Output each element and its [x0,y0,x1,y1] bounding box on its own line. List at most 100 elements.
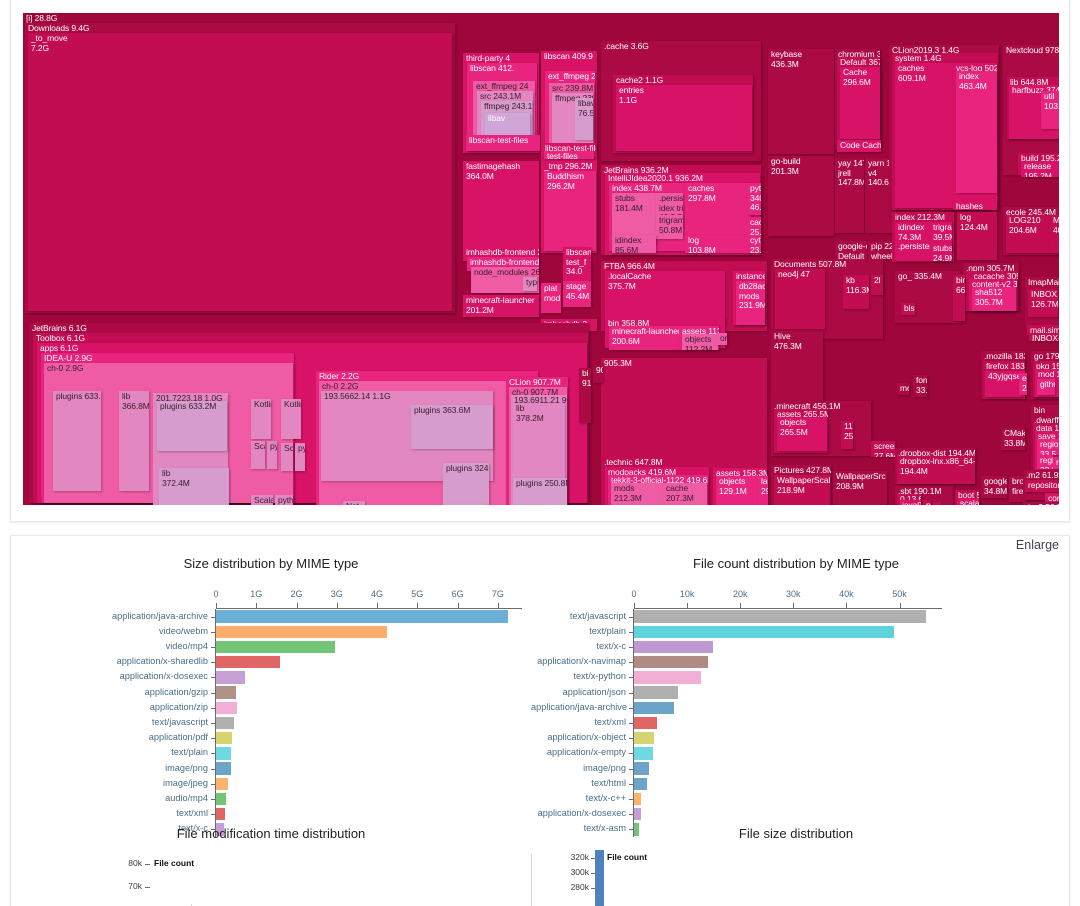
treemap-cell[interactable]: py [267,441,277,469]
treemap-cell[interactable]: Kotlin [281,399,301,439]
treemap-cell[interactable]: google-chr Default [835,241,867,259]
bar[interactable] [216,807,225,821]
treemap-cell[interactable]: e 2 [1019,373,1027,395]
treemap-cell[interactable]: objects 112.2M [682,334,718,350]
treemap-cell[interactable]: bi 91 [579,368,591,423]
treemap-cell[interactable]: util 103. [1041,91,1059,129]
treemap-cell[interactable]: regio 33.3 [1037,455,1053,469]
treemap-cell[interactable]: minecraft-launcher 200.6M [609,326,679,350]
bar[interactable] [216,640,335,654]
treemap-cell[interactable]: release 195.2M [1021,161,1059,177]
bar[interactable] [634,807,641,821]
treemap-cell[interactable]: Scala 6 [251,495,273,505]
treemap-cell[interactable]: pip 22 wheel [868,241,893,259]
treemap-cell[interactable]: caches 297.8M [685,183,751,235]
treemap-cell[interactable]: minecraft-launcher 201.2M [463,295,539,317]
treemap-cell[interactable]: scala- 2. [957,498,979,505]
treemap-cell[interactable]: bin 66.1 [953,275,965,321]
bar[interactable] [634,716,658,730]
bar[interactable] [634,610,927,623]
treemap-cell[interactable]: py [295,443,305,471]
treemap-cell[interactable]: libscan-t test_f 34.0 [563,247,591,281]
treemap-cell[interactable]: lib 372.4M [159,468,229,505]
treemap-cell[interactable]: libav 76.5 [575,98,593,140]
treemap-cell[interactable]: plugins 633.2M [157,401,227,451]
treemap-cell[interactable]: cytho 23.9 [747,235,761,253]
treemap-cell[interactable]: Kotlin 1 [251,399,271,439]
treemap-cell[interactable]: typ [523,277,537,291]
treemap-cell[interactable]: vc [933,502,941,505]
treemap-cell[interactable]: neo4j 47 [775,269,825,329]
treemap-cell[interactable]: log 124.4M [957,212,997,260]
treemap-cell[interactable]: log 103.8M [685,235,751,253]
size-distribution-chart[interactable]: Size distribution by MIME type 0 1G 2G 3G 4G 5… [11,556,531,837]
bar[interactable] [634,747,654,760]
bar[interactable] [634,731,654,745]
bar[interactable] [216,655,280,669]
bar[interactable] [216,747,232,760]
bar[interactable] [634,823,639,836]
treemap-cell[interactable]: go-build 201.3M [768,156,834,236]
treemap-cell[interactable]: google-c 34.8M [981,476,1007,498]
bar[interactable] [634,777,647,791]
treemap-cell[interactable]: kb 116.3M [843,275,869,309]
treemap-cell[interactable]: objects 265.5M [777,417,827,451]
treemap-cell[interactable]: INBOX-1.sbd [1029,333,1059,341]
treemap-cell[interactable]: yay 147. jrell 147.8M [835,158,864,233]
treemap-cell[interactable]: blst [901,303,915,315]
treemap-cell[interactable]: pyth 340 46. [747,183,761,215]
treemap-cell[interactable]: stubs 24.9M [930,243,952,261]
treemap-cell[interactable]: entries 1.1G [616,85,752,151]
treemap-cell[interactable]: libscan-test-files [466,135,540,151]
treemap-cell[interactable]: dropbox-lnx.x86_64-72.4.136 194.4M [897,456,975,484]
treemap-cell[interactable]: pl [923,500,931,505]
treemap-cell[interactable]: mo [897,383,909,395]
bar[interactable] [216,716,235,730]
treemap-cell[interactable]: go_ 335.4M [895,271,961,323]
treemap-cell[interactable]: plugins 633.6M [53,391,101,491]
treemap-cell[interactable]: idindex 85.6M [612,235,656,253]
treemap-cell[interactable]: 905.3M [601,358,767,458]
treemap-cell[interactable]: lib 366.8M [119,391,149,491]
treemap-cell[interactable]: fastimagehash 364.0M [463,161,539,247]
treemap-cell[interactable]: stage 45.4M [563,281,591,307]
bar[interactable] [216,762,231,775]
treemap-cell[interactable]: trigram.u 50.8M [656,215,683,239]
enlarge-charts-button[interactable]: Enlarge [1015,538,1059,552]
treemap-cell[interactable]: WallpaperSrc 208.9M [833,471,887,505]
treemap-cell[interactable]: caches 609.1M [895,63,953,208]
bar[interactable] [634,655,708,669]
bar[interactable] [216,610,508,623]
treemap-cell[interactable]: MA 40. [1050,215,1059,253]
treemap-cell[interactable]: objects 129.1M [716,476,758,505]
bar[interactable] [634,640,713,654]
treemap-cell[interactable]: java9-rt- 68.1M [899,500,921,505]
treemap-cell[interactable]: test-files [544,151,594,159]
bar[interactable] [634,792,642,806]
treemap-cell[interactable]: 2l [871,275,883,295]
file-count-distribution-chart[interactable]: File count distribution by MIME type 0 10k… [531,556,1061,837]
treemap-cell[interactable]: githu [1037,379,1055,395]
bar[interactable] [634,625,895,639]
bar[interactable] [216,625,387,639]
treemap-cell[interactable]: CMak 33.8M [1001,428,1025,450]
bar[interactable] [634,762,649,775]
treemap-cell[interactable]: Code Cache 70. [837,140,881,152]
bar[interactable] [216,792,227,806]
treemap-cell[interactable]: fon 33. [913,375,927,397]
bar[interactable] [216,701,237,715]
treemap-cell[interactable]: 11 25 [841,421,853,449]
treemap-cell[interactable]: LOG210 204.6M [1006,215,1050,253]
treemap-cell[interactable]: com [1045,493,1059,502]
treemap-cell[interactable]: Buddhism 296.2M [544,171,596,251]
treemap-cell[interactable]: region2 [1053,457,1059,469]
treemap-cell[interactable]: plugins 363.6M [411,405,493,449]
treemap-cell[interactable]: db28ac3c- mods 231.9M [736,281,765,325]
treemap-cell[interactable]: bin [1031,405,1059,415]
treemap-cell[interactable]: sha512 305.7M [972,287,1016,311]
bar[interactable] [216,671,245,684]
treemap-cell[interactable]: keybase 436.3M [768,49,834,154]
treemap-cell[interactable]: plat mod [541,283,561,313]
treemap-cell[interactable]: pyth [275,495,293,505]
bar[interactable] [216,731,233,745]
